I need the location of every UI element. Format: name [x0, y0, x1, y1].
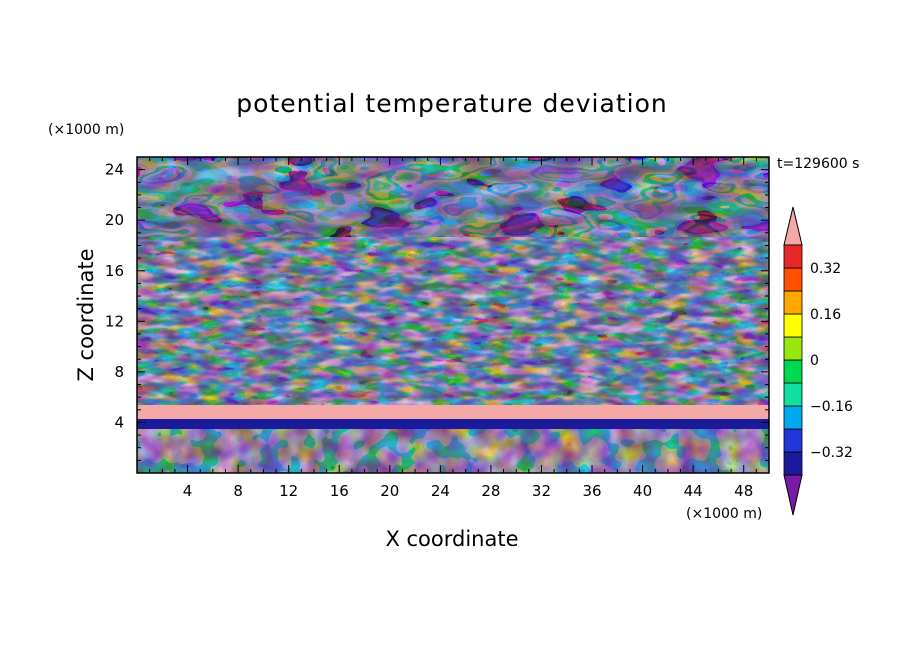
colorbar: 0.32 0.16 0 −0.16 −0.32 [783, 206, 853, 516]
colorbar-segment [783, 290, 803, 315]
x-tick-label: 16 [330, 482, 349, 500]
y-tick-label: 24 [105, 161, 124, 179]
colorbar-segment [783, 382, 803, 407]
y-tick-label: 8 [114, 363, 124, 381]
thin-dark-layer [137, 419, 769, 429]
x-unit-label: (×1000 m) [686, 506, 762, 522]
y-tick-label: 16 [105, 262, 124, 280]
x-tick-label: 4 [183, 482, 193, 500]
x-tick-label: 8 [233, 482, 243, 500]
heatmap-field [137, 157, 769, 473]
colorbar-label: −0.16 [810, 399, 853, 415]
colorbar-segment [783, 336, 803, 361]
upper-band [137, 157, 769, 237]
x-tick-label: 44 [684, 482, 703, 500]
colorbar-segment [783, 267, 803, 292]
colorbar-segment [783, 405, 803, 430]
y-tick-label: 4 [114, 413, 124, 431]
x-tick-label: 40 [633, 482, 652, 500]
y-axis-ticks: 4 8 12 16 20 24 [105, 161, 769, 461]
x-tick-label: 28 [481, 482, 500, 500]
colorbar-max-triangle [783, 206, 803, 246]
lower-band [137, 429, 769, 473]
colorbar-label: 0.16 [810, 307, 841, 323]
x-tick-label: 36 [582, 482, 601, 500]
middle-band [137, 237, 769, 405]
colorbar-segment [783, 244, 803, 269]
thin-pink-layer [137, 405, 769, 419]
x-axis-label: X coordinate [385, 527, 518, 551]
y-tick-label: 20 [105, 211, 124, 229]
time-label: t=129600 s [777, 156, 859, 172]
chart-title: potential temperature deviation [236, 89, 667, 118]
x-tick-label: 32 [532, 482, 551, 500]
x-tick-label: 48 [734, 482, 753, 500]
y-tick-label: 12 [105, 312, 124, 330]
x-tick-label: 12 [279, 482, 298, 500]
y-unit-label: (×1000 m) [48, 122, 124, 138]
colorbar-segment [783, 359, 803, 384]
colorbar-min-triangle [783, 474, 803, 516]
x-tick-label: 24 [431, 482, 450, 500]
x-axis-ticks: 4 8 12 16 20 24 28 32 36 40 44 48 [149, 157, 757, 500]
colorbar-label: 0 [810, 353, 819, 369]
colorbar-segment [783, 428, 803, 453]
colorbar-segment [783, 451, 803, 476]
colorbar-label: 0.32 [810, 261, 841, 277]
colorbar-label: −0.32 [810, 445, 853, 461]
x-tick-label: 20 [380, 482, 399, 500]
y-axis-label: Z coordinate [74, 248, 98, 381]
colorbar-segment [783, 313, 803, 338]
